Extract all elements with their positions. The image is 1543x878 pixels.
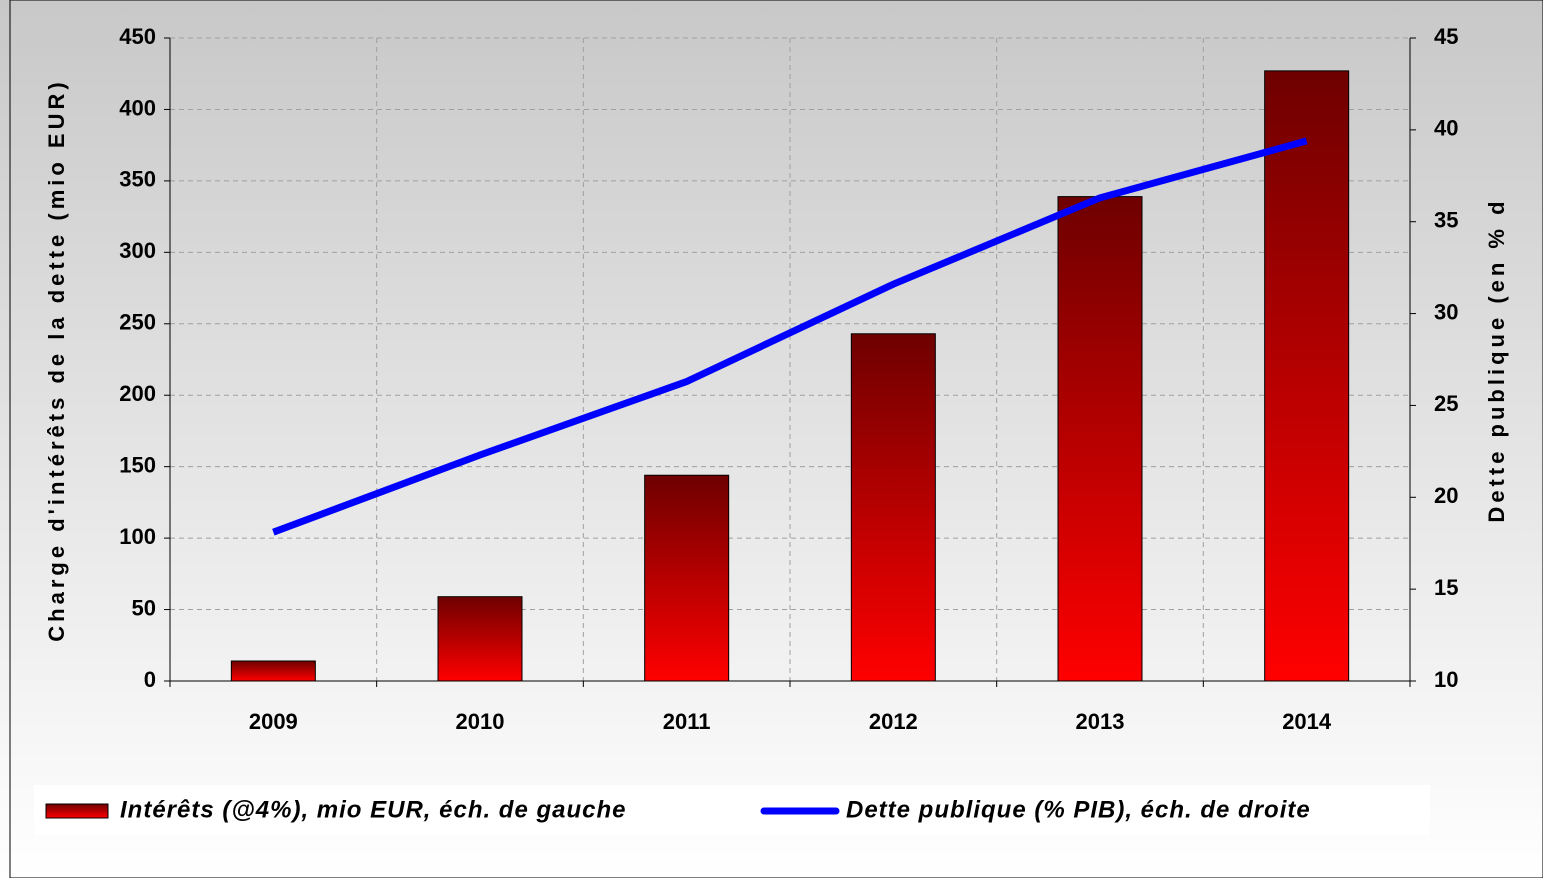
x-tick-label: 2009	[249, 709, 298, 734]
x-tick-label: 2011	[663, 709, 711, 734]
y-tick-label: 400	[119, 95, 156, 120]
x-tick-label: 2010	[456, 709, 505, 734]
y2-tick-label: 40	[1434, 116, 1458, 141]
y-tick-label: 0	[144, 667, 156, 692]
y2-tick-label: 25	[1434, 391, 1458, 416]
y2-tick-label: 15	[1434, 575, 1458, 600]
bar	[1057, 196, 1143, 682]
y-tick-label: 250	[119, 310, 156, 335]
y-tick-label: 200	[119, 381, 156, 406]
legend-swatch-bar	[45, 803, 109, 819]
bar	[437, 596, 523, 682]
y2-tick-label: 30	[1434, 299, 1458, 324]
legend-box	[34, 785, 1430, 835]
y2-tick-label: 20	[1434, 483, 1458, 508]
x-tick-label: 2012	[869, 709, 918, 734]
x-tick-label: 2014	[1282, 709, 1332, 734]
bar	[850, 333, 936, 682]
y2-tick-label: 10	[1434, 667, 1458, 692]
bar	[644, 474, 730, 682]
y-tick-label: 350	[119, 167, 156, 192]
y2-tick-label: 45	[1434, 24, 1458, 49]
y-tick-label: 300	[119, 238, 156, 263]
frame	[9, 0, 1543, 878]
line-series	[272, 137, 1308, 536]
y2-tick-label: 35	[1434, 208, 1458, 233]
y-tick-label: 450	[119, 24, 156, 49]
bar	[230, 660, 316, 682]
y-tick-label: 100	[119, 524, 156, 549]
legend-label: Dette publique (% PIB), éch. de droite	[846, 796, 1311, 823]
x-tick-label: 2013	[1076, 709, 1125, 734]
y-axis-title: Charge d'intérêts de la dette (mio EUR)	[44, 78, 69, 641]
bar	[1264, 70, 1350, 682]
legend-label: Intérêts (@4%), mio EUR, éch. de gauche	[120, 796, 627, 823]
y-tick-label: 50	[132, 595, 156, 620]
y-tick-label: 150	[119, 452, 156, 477]
y2-axis-title: Dette publique (en % d	[1484, 197, 1509, 522]
